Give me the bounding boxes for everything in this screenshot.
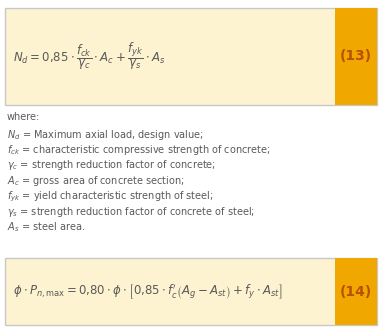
Text: where:: where: — [7, 112, 40, 122]
Text: $\gamma_c$ = strength reduction factor of concrete;: $\gamma_c$ = strength reduction factor o… — [7, 159, 216, 172]
Text: $\phi \cdot P_{n,\mathrm{max}} = 0{,}80 \cdot \phi \cdot \left[0{,}85 \cdot f_c^: $\phi \cdot P_{n,\mathrm{max}} = 0{,}80 … — [13, 282, 283, 301]
Text: (14): (14) — [340, 285, 372, 298]
Text: $N_{d} = 0{,}85 \cdot \dfrac{f_{ck}}{\gamma_{c}} \cdot A_{c} + \dfrac{f_{yk}}{\g: $N_{d} = 0{,}85 \cdot \dfrac{f_{ck}}{\ga… — [13, 40, 165, 72]
Bar — [335, 258, 377, 325]
Text: (13): (13) — [340, 49, 372, 63]
Bar — [5, 258, 377, 325]
Text: $f_{ck}$ = characteristic compressive strength of concrete;: $f_{ck}$ = characteristic compressive st… — [7, 143, 271, 157]
Text: $N_d$ = Maximum axial load, design value;: $N_d$ = Maximum axial load, design value… — [7, 128, 204, 141]
Bar — [335, 8, 377, 105]
Text: $A_c$ = gross area of concrete section;: $A_c$ = gross area of concrete section; — [7, 174, 185, 188]
Text: $\gamma_s$ = strength reduction factor of concrete of steel;: $\gamma_s$ = strength reduction factor o… — [7, 205, 255, 219]
Bar — [5, 8, 377, 105]
Text: $A_s$ = steel area.: $A_s$ = steel area. — [7, 220, 85, 234]
Text: $f_{yk}$ = yield characteristic strength of steel;: $f_{yk}$ = yield characteristic strength… — [7, 190, 214, 204]
